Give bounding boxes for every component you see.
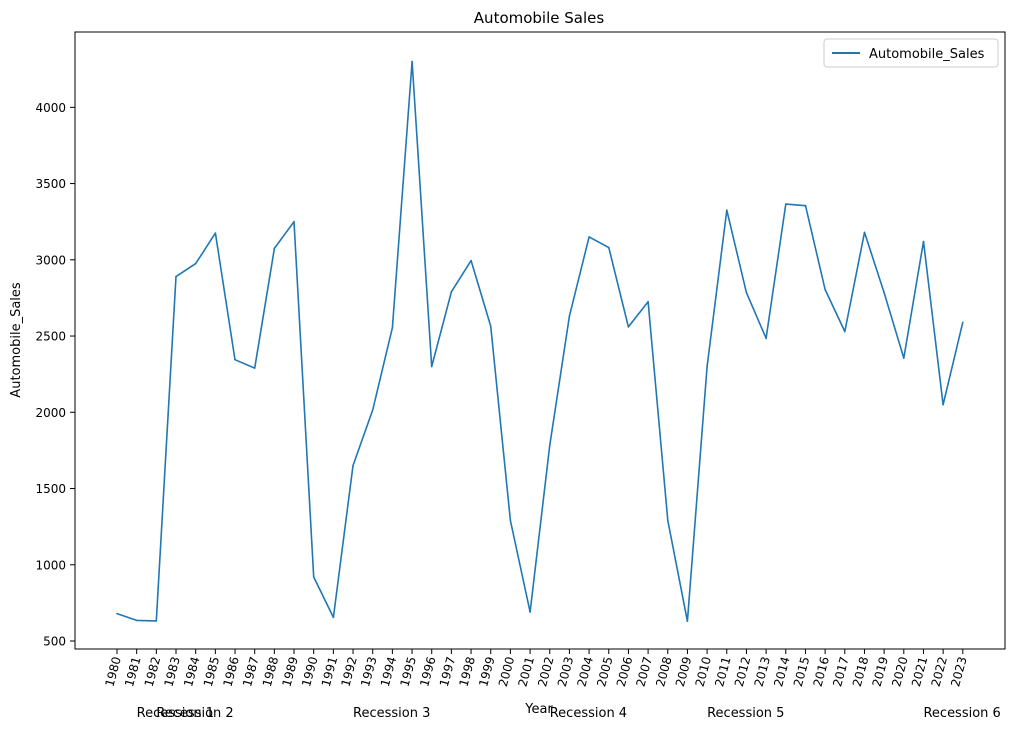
data-point — [175, 275, 177, 278]
data-point — [391, 326, 394, 329]
data-point — [922, 240, 925, 243]
y-tick-label: 500 — [43, 635, 66, 649]
data-point — [116, 612, 118, 615]
recession-annotation: Recession 5 — [707, 706, 784, 721]
data-point — [824, 288, 826, 291]
x-axis-label: Year — [524, 702, 553, 717]
data-point — [234, 358, 236, 361]
data-point — [529, 611, 531, 613]
data-point — [784, 203, 787, 205]
data-point — [273, 247, 276, 250]
data-point — [627, 326, 630, 328]
data-point — [155, 620, 158, 622]
recession-annotation: Recession 3 — [353, 706, 430, 721]
data-point — [903, 357, 905, 359]
data-point — [430, 365, 433, 368]
data-point — [509, 519, 512, 522]
data-point — [686, 620, 689, 622]
data-point — [568, 315, 571, 318]
data-point — [863, 231, 866, 234]
data-point — [214, 232, 217, 234]
data-point — [607, 246, 610, 249]
chart-title: Automobile Sales — [474, 9, 605, 27]
data-point — [371, 409, 374, 411]
data-point — [647, 300, 649, 303]
data-point — [253, 367, 256, 369]
y-tick-label: 2000 — [35, 406, 66, 420]
y-tick-label: 1500 — [35, 482, 66, 496]
plot-area-frame — [74, 31, 1006, 650]
data-point — [666, 519, 669, 522]
data-point — [883, 291, 885, 294]
data-point — [548, 445, 551, 447]
data-point — [745, 291, 748, 294]
data-point — [804, 204, 807, 207]
data-point — [942, 403, 944, 406]
data-point — [194, 262, 197, 265]
data-point — [411, 60, 413, 63]
data-point — [352, 464, 354, 467]
recession-annotation: Recession 4 — [550, 706, 627, 721]
recession-annotation: Recession 6 — [923, 706, 1000, 721]
data-point — [706, 365, 708, 368]
data-point — [588, 236, 590, 238]
data-point — [135, 619, 138, 622]
y-tick-label: 4000 — [35, 101, 66, 115]
data-point — [450, 291, 453, 293]
data-point — [765, 337, 767, 340]
legend-entry-automobile-sales: Automobile_Sales — [869, 47, 985, 62]
data-point — [332, 616, 335, 619]
data-point — [312, 576, 315, 578]
y-tick-label: 3500 — [35, 177, 66, 191]
y-axis: 500 1000 1500 2000 2500 3000 3500 4000 — [35, 101, 75, 649]
data-point — [293, 220, 295, 223]
data-point — [470, 259, 472, 262]
y-tick-label: 3000 — [35, 253, 66, 267]
legend-box — [823, 38, 999, 68]
data-point — [962, 321, 964, 324]
data-point — [725, 209, 728, 212]
data-point — [489, 325, 492, 327]
y-axis-label: Automobile_Sales — [9, 282, 24, 398]
data-point — [843, 330, 846, 333]
recession-annotation: Recession 1 — [137, 706, 214, 721]
recession-annotation: Recession 2 — [156, 706, 233, 721]
x-axis: 1980198119821983198419851986198719881989… — [102, 649, 970, 688]
legend: Automobile_Sales — [823, 38, 999, 68]
y-tick-label: 1000 — [35, 558, 66, 572]
y-tick-label: 2500 — [35, 330, 66, 344]
series-layer — [116, 60, 964, 623]
series-line-automobile-sales — [116, 60, 964, 623]
